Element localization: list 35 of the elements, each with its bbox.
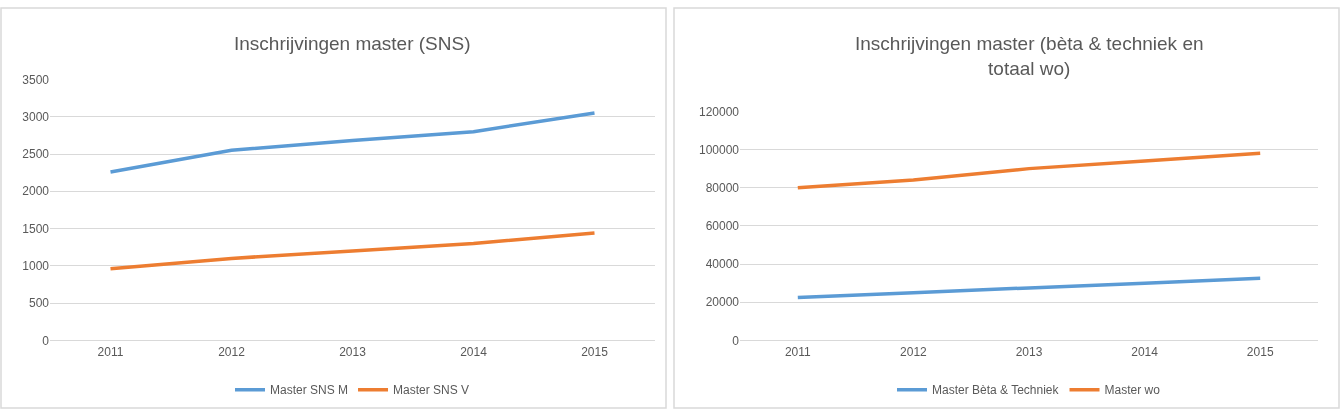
y-tick-label: 1000	[22, 259, 50, 274]
legend-label: Master SNS M	[270, 383, 349, 398]
chart-title: Inschrijvingen master (SNS)	[234, 33, 471, 54]
y-tick-label: 60000	[705, 219, 740, 234]
line-series	[108, 231, 597, 271]
x-tick-label: 2014	[1131, 344, 1159, 359]
y-tick-label: 100000	[698, 142, 740, 157]
y-tick-label: 40000	[705, 257, 740, 272]
x-tick-label: 2011	[784, 344, 812, 359]
legend-label: Master Bèta & Techniek	[932, 383, 1060, 398]
y-tick-label: 20000	[705, 295, 740, 310]
x-tick-label: 2014	[460, 344, 488, 359]
line-series	[796, 276, 1262, 300]
line-series	[108, 111, 597, 174]
x-tick-label: 2012	[900, 344, 928, 359]
y-tick-label: 3500	[22, 72, 50, 87]
legend-label: Master SNS V	[393, 383, 470, 398]
legend-label: Master wo	[1104, 383, 1161, 398]
line-series	[796, 151, 1262, 190]
y-tick-label: 0	[42, 333, 50, 348]
x-tick-label: 2013	[1015, 344, 1043, 359]
y-tick-label: 80000	[705, 180, 740, 195]
y-tick-label: 3000	[22, 109, 50, 124]
y-tick-label: 1500	[22, 221, 50, 236]
y-tick-label: 500	[28, 296, 50, 311]
y-tick-label: 2000	[22, 184, 50, 199]
x-tick-label: 2011	[97, 344, 124, 359]
x-tick-label: 2013	[339, 344, 367, 359]
y-tick-label: 0	[732, 333, 740, 348]
x-tick-label: 2012	[218, 344, 246, 359]
x-tick-label: 2015	[1246, 344, 1274, 359]
y-tick-label: 120000	[698, 104, 740, 119]
x-tick-label: 2015	[581, 344, 609, 359]
chart-title: Inschrijvingen master (bèta & techniek en totaal wo)	[855, 33, 1204, 79]
y-tick-label: 2500	[22, 147, 50, 162]
